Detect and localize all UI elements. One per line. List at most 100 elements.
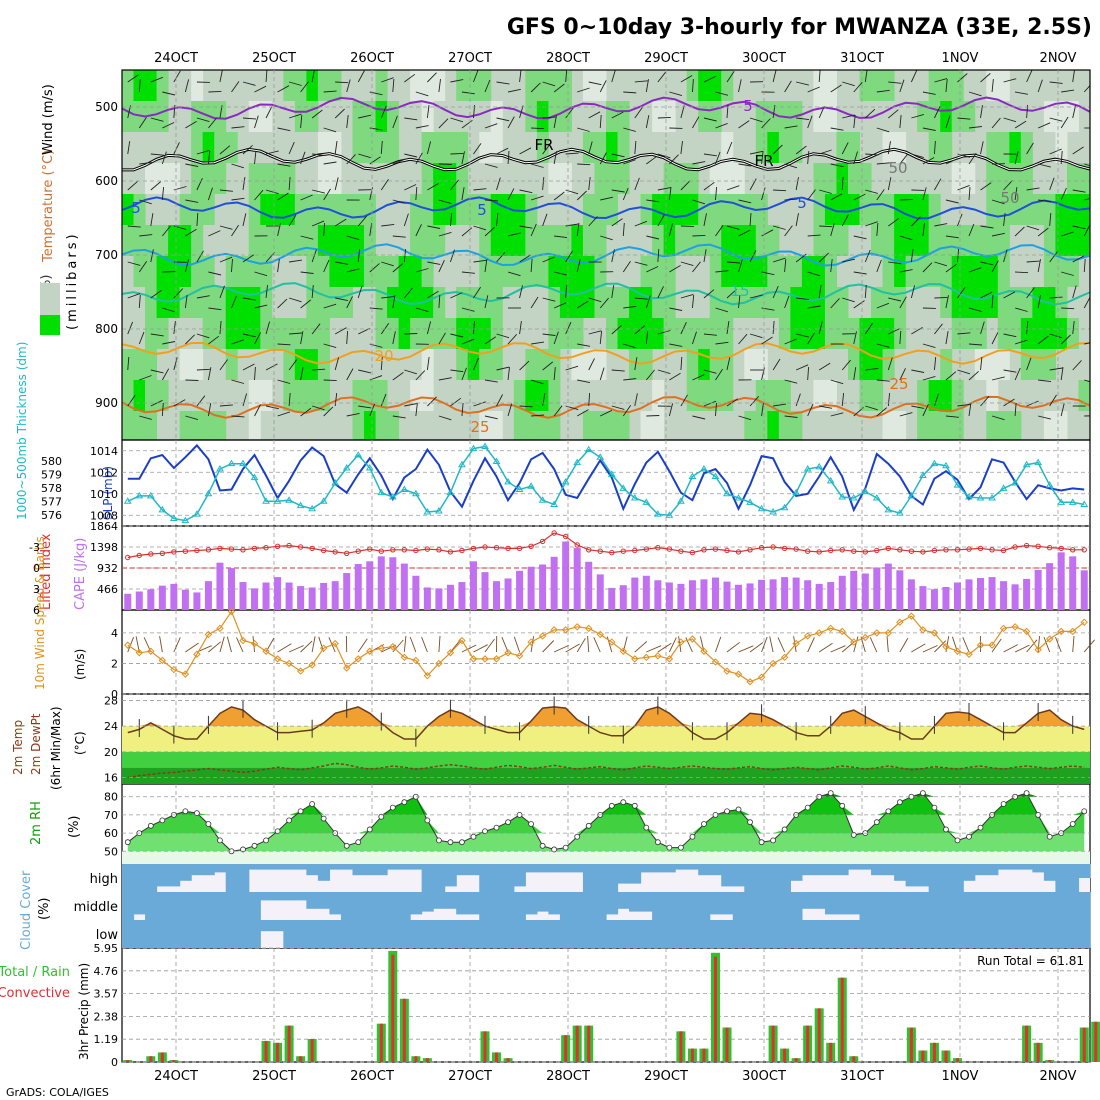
wind-barb: [726, 185, 740, 191]
cloud-cell: [410, 920, 423, 948]
wind-barb: [380, 105, 387, 119]
rh-field-cell: [294, 349, 307, 380]
cloud-cell: [467, 864, 480, 876]
precip-conv-bar: [1025, 1025, 1029, 1062]
wind-barb: [161, 368, 170, 381]
wind-barb: [749, 212, 752, 227]
wind-barb: [208, 187, 213, 201]
rh-point: [343, 842, 350, 849]
cloud-cell: [456, 864, 469, 876]
wind-speed-point: [1045, 635, 1054, 643]
cloud-cell: [133, 920, 146, 948]
wind-barb: [980, 261, 994, 266]
wind-barb: [934, 296, 948, 299]
wind-barb: [127, 225, 141, 228]
rh-field-cell: [202, 256, 215, 287]
wind-barb: [911, 113, 925, 119]
thickness-point: [123, 497, 132, 504]
cloud-cell: [606, 920, 619, 948]
wind-barb: [715, 186, 718, 201]
wind-barb: [1049, 367, 1063, 371]
wind-barb: [692, 261, 701, 273]
rh-field-cell: [801, 318, 814, 349]
wind-speed-point: [631, 655, 639, 663]
wind-barb: [899, 368, 906, 381]
wind-barb: [530, 82, 541, 93]
cape-bar: [631, 577, 639, 610]
li-point: [332, 549, 338, 555]
rh-field-cell: [502, 225, 515, 256]
rh-field-cell: [548, 287, 561, 318]
cloud-cell: [836, 920, 849, 948]
rh-field-cell: [606, 163, 619, 194]
rh-field-cell: [490, 318, 503, 349]
wind-barb: [807, 86, 820, 93]
isotherm-line: [122, 96, 1090, 120]
cape-bar: [838, 575, 846, 610]
wind-barb: [254, 332, 261, 345]
thickness-point: [895, 509, 904, 516]
cloud-cell: [237, 892, 250, 920]
cloud-cell: [122, 864, 135, 892]
wind-barb: [207, 403, 212, 417]
rh-field-cell: [951, 411, 964, 440]
rh-field-cell: [871, 70, 884, 101]
date-label-bottom: 24OCT: [154, 1069, 198, 1084]
dewpt-line: [127, 762, 1085, 779]
cloud-cell: [582, 864, 596, 892]
wind-barb: [807, 234, 821, 237]
rh-field-cell: [364, 194, 377, 225]
cape-bar: [400, 563, 408, 610]
rh-field-cell: [513, 225, 526, 256]
wind-barb: [496, 81, 510, 85]
wind-barb: [1049, 251, 1058, 263]
wind-barb: [807, 332, 815, 345]
wind-barb: [865, 189, 878, 194]
cape-bar: [815, 583, 823, 610]
rh-field-cell: [467, 349, 480, 380]
thickness-point: [1080, 500, 1089, 507]
wind-barb: [1026, 187, 1040, 191]
rh-field-cell: [156, 70, 169, 101]
wind-barb: [876, 407, 887, 417]
precip-conv-bar: [1036, 1042, 1040, 1062]
precip-ytick-label: 1.19: [94, 1033, 119, 1046]
rh-field-cell: [260, 101, 273, 132]
wind-barb: [357, 249, 361, 263]
thickness-point: [642, 498, 651, 505]
cloud-cell: [375, 864, 388, 876]
rh-point: [896, 799, 903, 806]
rh-point: [1069, 821, 1076, 827]
precip-ytick-label: 5.95: [94, 942, 119, 955]
rh-field-cell: [248, 318, 261, 349]
wind-barb-10m: [542, 640, 555, 653]
thickness-point: [677, 497, 685, 504]
rh-field-cell: [997, 194, 1010, 225]
wind-barb: [403, 287, 413, 299]
rh-field-cell: [548, 256, 561, 287]
wind-barb: [531, 414, 545, 417]
rh-field-cell: [559, 256, 572, 287]
cloud-cell: [606, 864, 619, 892]
rh-point: [470, 833, 477, 840]
wind-barb: [438, 260, 445, 273]
wind-barb-10m: [1055, 636, 1062, 653]
wind-barb: [668, 403, 674, 417]
rh-field-cell: [836, 132, 849, 163]
wind-barb: [519, 105, 524, 119]
cloud-cell: [433, 892, 446, 909]
temp-ytick-label: 16: [104, 772, 118, 785]
rh-field-cell: [790, 318, 803, 349]
rh-field-cell: [582, 194, 595, 225]
cape-bar: [285, 582, 293, 610]
wind-barb-10m: [869, 637, 878, 653]
rh-field-cell: [122, 194, 135, 225]
wind-barb-10m: [208, 641, 221, 653]
rh-field-cell: [1032, 287, 1045, 318]
precip-conv-bar: [126, 1060, 130, 1062]
temp-panel: 2m Temp 2m DewPt (6hr Min/Max) (°C): [11, 707, 87, 791]
cloud-cell: [721, 920, 734, 948]
contour-label: 5: [797, 194, 807, 212]
temp-ytick-label: 24: [104, 720, 118, 733]
wind-barb: [1037, 295, 1041, 309]
